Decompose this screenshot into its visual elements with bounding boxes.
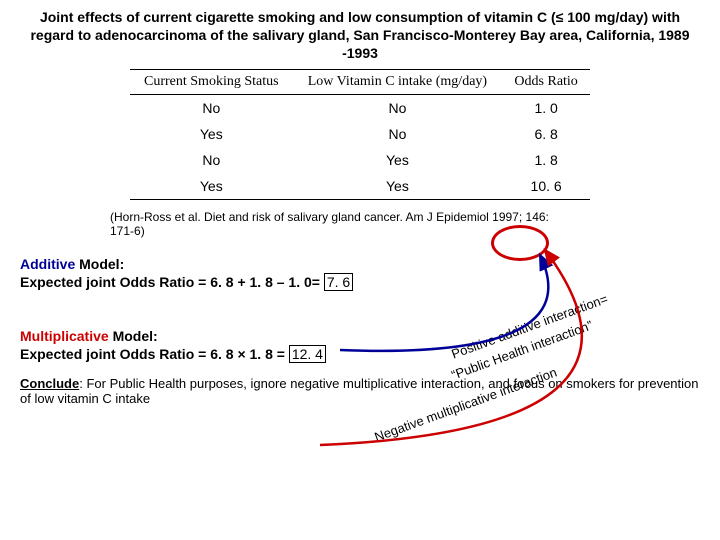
additive-model-label: Additive Model: [20,256,700,272]
highlight-circle-icon [491,225,549,261]
multiplicative-model-label: Multiplicative Model: [20,328,700,344]
page-title: Joint effects of current cigarette smoki… [20,8,700,63]
additive-calc: Expected joint Odds Ratio = 6. 8 + 1. 8 … [20,274,700,290]
table-row: Yes No 6. 8 [130,121,590,147]
table-row: Yes Yes 10. 6 [130,173,590,200]
col-header: Low Vitamin C intake (mg/day) [293,69,503,94]
multiplicative-calc: Expected joint Odds Ratio = 6. 8 × 1. 8 … [20,346,700,362]
conclusion: Conclude: For Public Health purposes, ig… [20,376,700,406]
col-header: Odds Ratio [502,69,590,94]
data-table: Current Smoking Status Low Vitamin C int… [130,69,590,200]
table-row: No Yes 1. 8 [130,147,590,173]
additive-result: 7. 6 [324,273,353,291]
mult-word: Multiplicative [20,328,109,344]
additive-word: Additive [20,256,75,272]
table-row: No No 1. 0 [130,94,590,121]
mult-result: 12. 4 [289,345,326,363]
col-header: Current Smoking Status [130,69,293,94]
table-header-row: Current Smoking Status Low Vitamin C int… [130,69,590,94]
